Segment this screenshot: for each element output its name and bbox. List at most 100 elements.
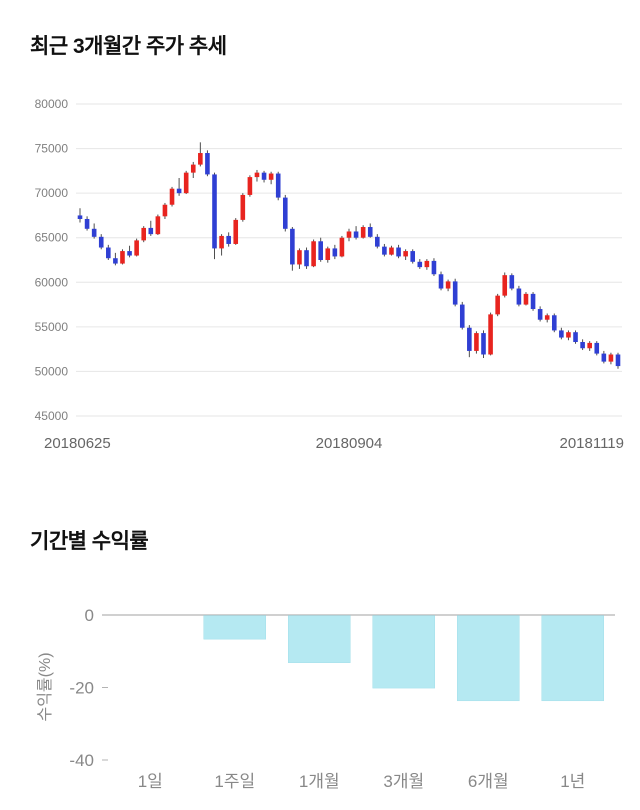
return-bar [457, 615, 520, 702]
y-tick-label: 55000 [35, 320, 69, 334]
candle-body [183, 172, 189, 194]
candle-body [176, 188, 182, 194]
candle-body [353, 231, 359, 238]
candle-body [438, 274, 444, 289]
candle-body [290, 228, 295, 265]
candle-body [268, 173, 274, 180]
candle-body [537, 309, 543, 320]
candle-body [523, 293, 529, 305]
candle-body [282, 197, 288, 229]
candle-body [134, 240, 139, 256]
candle-body [459, 304, 465, 328]
candle-body [360, 227, 366, 238]
bar-category-label: 6개월 [468, 772, 509, 791]
candle-body [530, 293, 536, 310]
candle-body [254, 172, 260, 178]
candle-body [325, 248, 331, 260]
candle-body [261, 172, 267, 180]
y-tick-label: -20 [69, 679, 94, 698]
candle-body [346, 231, 352, 238]
candle-body [84, 218, 90, 229]
candle-body [141, 227, 147, 241]
candle-body [573, 332, 578, 343]
candle-body [205, 153, 210, 175]
candle-body [445, 281, 451, 289]
price-chart-title: 최근 3개월간 주가 추세 [30, 35, 227, 58]
return-bar [288, 615, 351, 663]
candle-body [608, 354, 614, 362]
candle-body [106, 247, 111, 259]
candle-body [219, 235, 224, 249]
bar-category-label: 1년 [560, 772, 585, 791]
candle-body [382, 246, 387, 255]
candle-body [127, 251, 132, 256]
candle-body [91, 228, 97, 237]
candle-body [198, 153, 203, 165]
candle-body [474, 333, 479, 351]
y-tick-label: 45000 [35, 409, 69, 423]
candle-body [169, 188, 175, 205]
candle-body [403, 251, 408, 257]
candle-body [190, 164, 196, 173]
candle-body [226, 235, 231, 244]
candle-body [212, 174, 217, 249]
candle-body [155, 216, 161, 235]
bar-category-label: 1일 [138, 772, 163, 791]
y-tick-label: 0 [85, 606, 94, 625]
candle-body [481, 333, 486, 355]
period-returns-bar-chart: 0 -20 -40 수익률(%) 1일 1주일 1개월 3개월 6개월 1년 [36, 606, 615, 791]
bar-category-label: 1개월 [299, 772, 340, 791]
candle-body [332, 248, 338, 257]
y-tick-label: 70000 [35, 186, 69, 200]
candle-body [615, 354, 621, 367]
candle-body [120, 251, 125, 264]
candle-body [431, 260, 437, 275]
candle-body [275, 173, 281, 198]
y-tick-label: 60000 [35, 275, 69, 289]
candle-body [594, 342, 600, 354]
candle-body [495, 295, 500, 315]
candle-body [601, 353, 607, 362]
return-bar [203, 615, 266, 640]
candle-body [162, 204, 168, 217]
candle-body [304, 250, 309, 267]
candle-body [247, 177, 253, 195]
x-tick-label: 20181119 [559, 435, 624, 452]
candle-body [311, 241, 316, 267]
candle-body [544, 315, 550, 320]
candle-body [233, 219, 239, 244]
y-tick-label: 65000 [35, 231, 69, 245]
candle-body [389, 247, 394, 255]
x-tick-label: 20180904 [316, 435, 383, 452]
candle-body [467, 327, 472, 351]
candle-body [113, 258, 118, 264]
candle-body [148, 227, 154, 235]
candle-body [509, 275, 515, 289]
candle-body [580, 342, 585, 349]
candle-body [424, 260, 430, 268]
returns-chart-title: 기간별 수익률 [30, 530, 149, 553]
candle-body [417, 261, 423, 268]
return-bar [541, 615, 604, 702]
return-bar [372, 615, 435, 689]
candle-body [516, 288, 522, 305]
candle-body [318, 241, 323, 260]
candle-body [452, 281, 458, 305]
candle-body [587, 342, 592, 349]
bar-category-label: 1주일 [214, 772, 255, 791]
y-tick-label: 50000 [35, 364, 69, 378]
y-tick-label: 80000 [35, 97, 69, 111]
y-tick-label: -40 [69, 751, 94, 770]
candle-body [77, 215, 83, 219]
candle-body [375, 236, 380, 247]
price-candlestick-chart: 80000 75000 70000 65000 60000 55000 50000 45000… [35, 97, 624, 452]
candle-body [559, 330, 564, 338]
y-tick-label: 75000 [35, 142, 69, 156]
candle-body [566, 332, 571, 338]
x-tick-label: 20180625 [44, 435, 111, 452]
candle-body [410, 251, 416, 262]
y-axis-label: 수익률(%) [36, 652, 54, 721]
candle-body [488, 314, 493, 355]
